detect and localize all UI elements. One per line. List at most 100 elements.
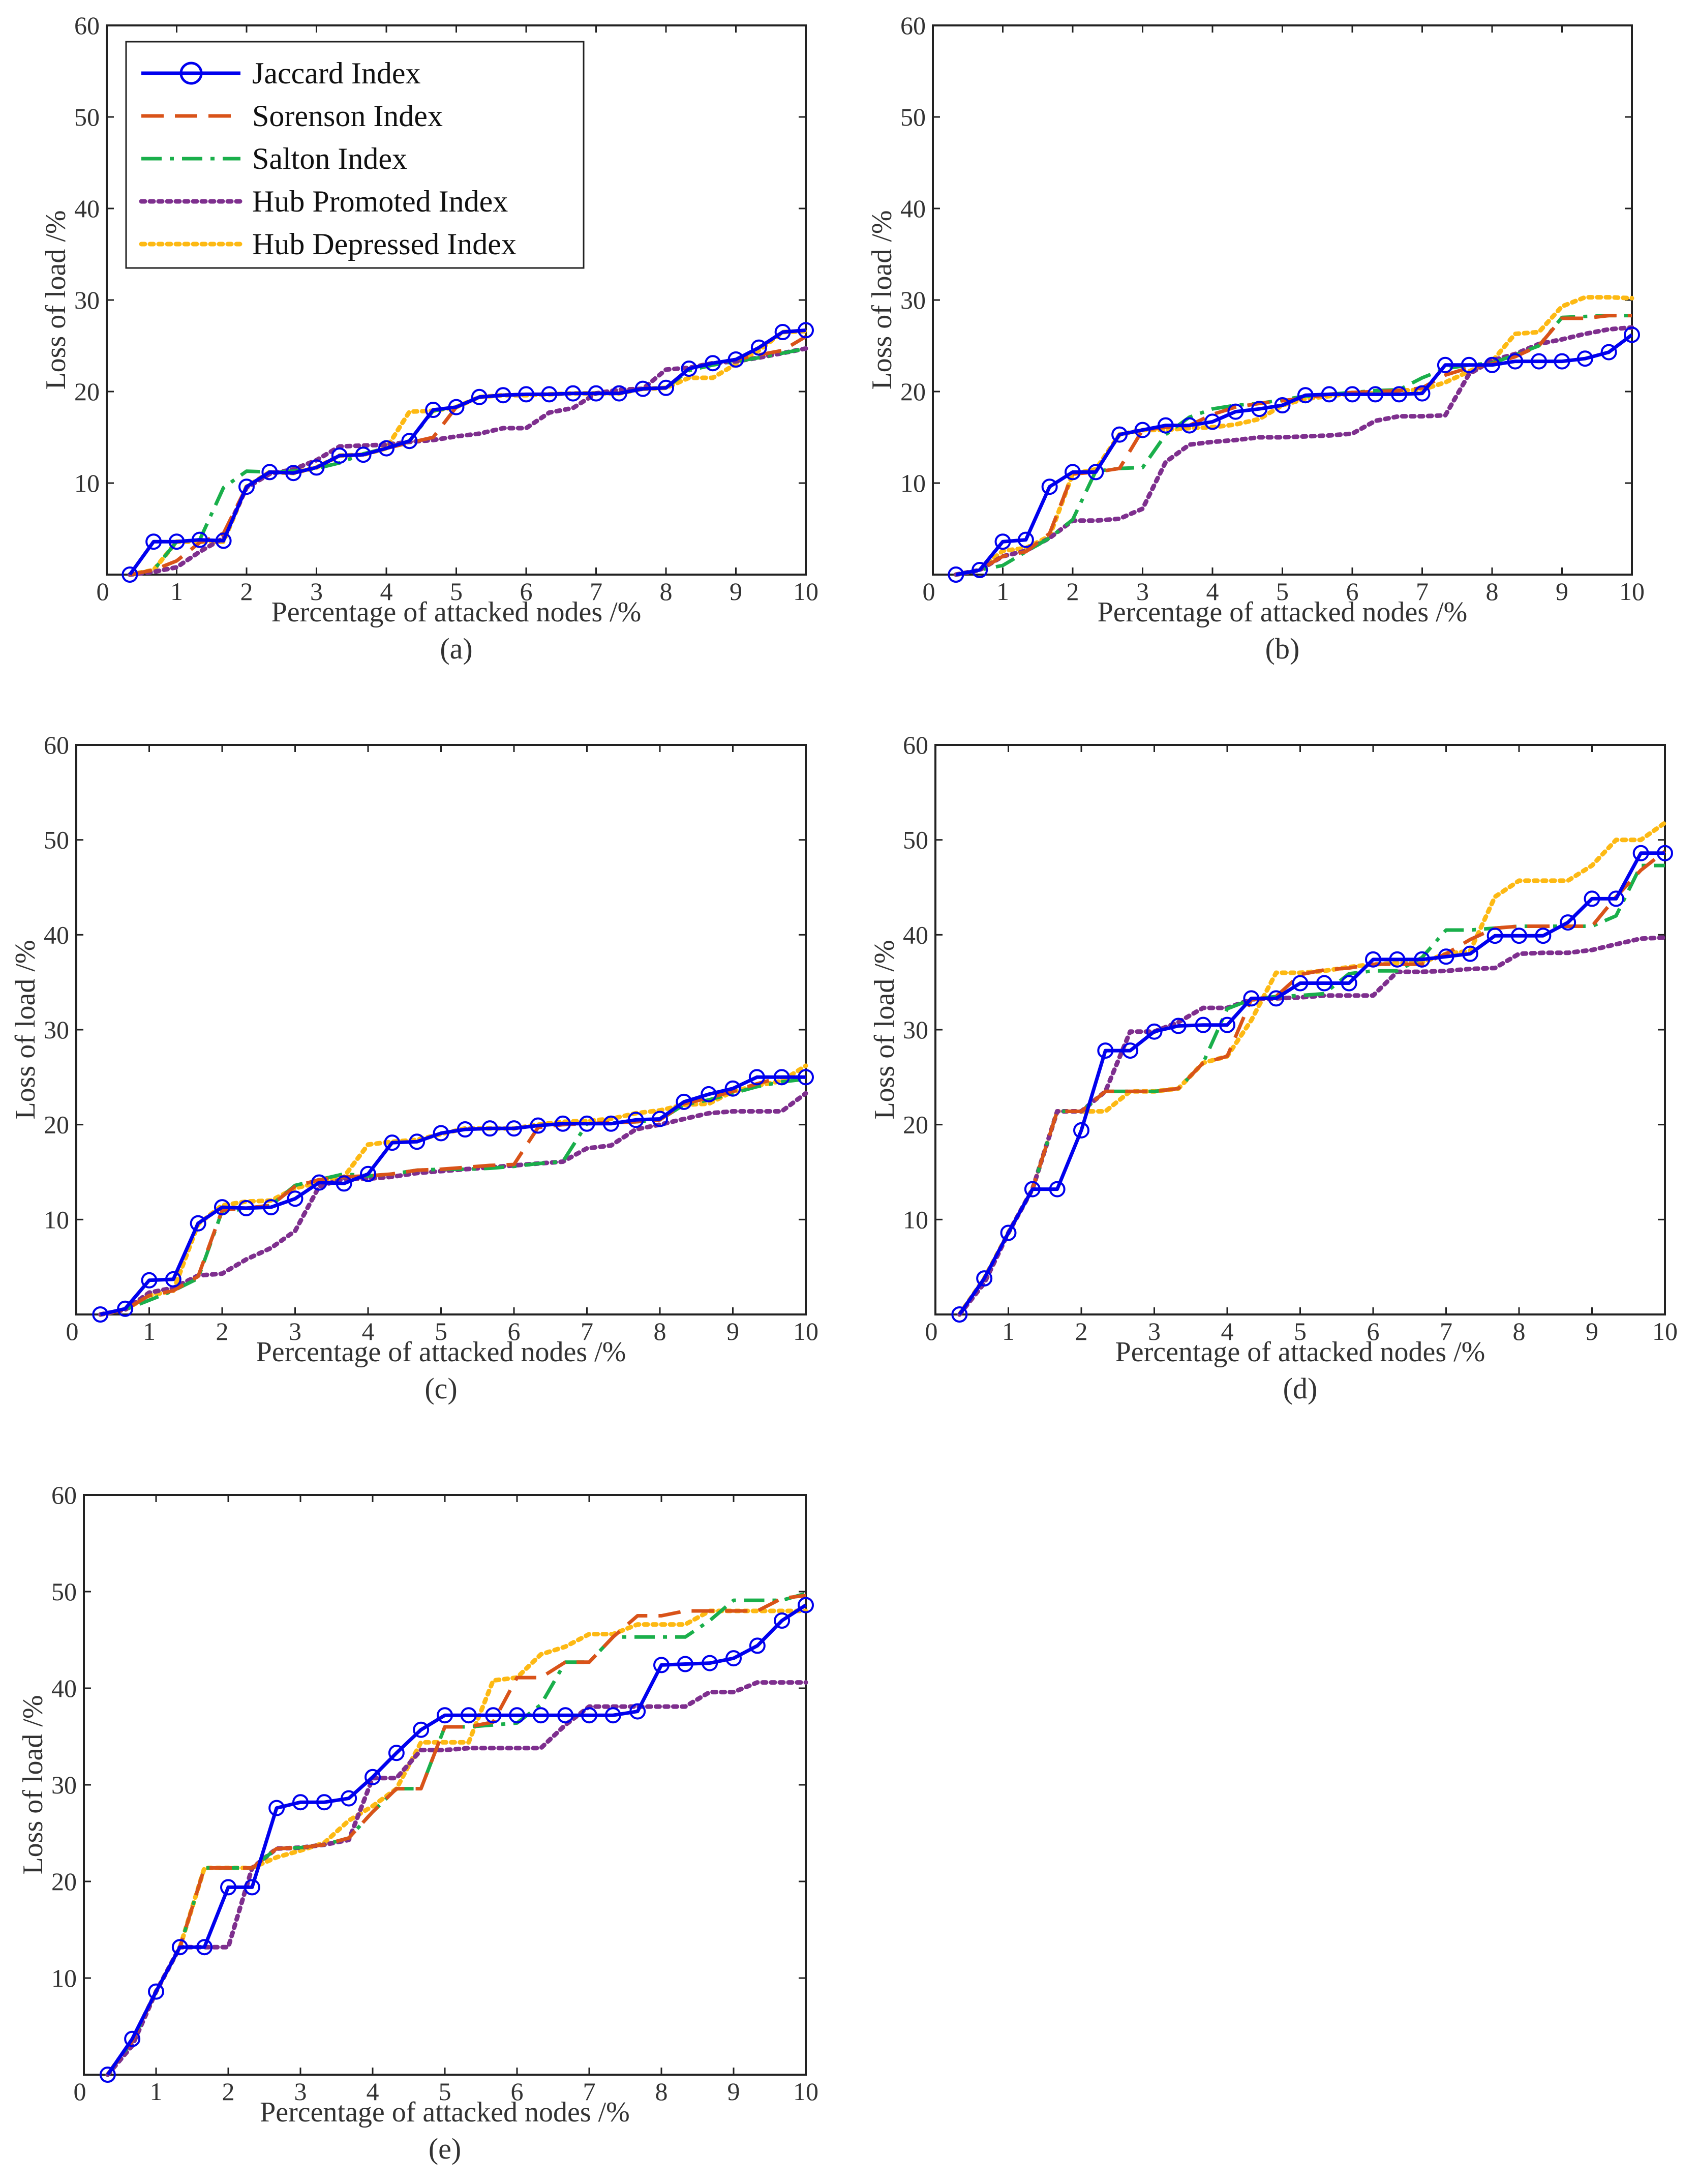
x-tick-label: 4: [362, 1317, 375, 1345]
data-point: [774, 324, 791, 340]
data-point: [308, 459, 325, 476]
y-tick-label: 60: [900, 11, 926, 40]
y-tick-label: 40: [903, 920, 928, 949]
data-point: [341, 1790, 357, 1807]
x-tick-label: 5: [1276, 577, 1289, 606]
data-point: [1087, 464, 1104, 481]
y-tick-label: 40: [74, 194, 100, 223]
data-point: [292, 1794, 309, 1811]
data-point: [530, 1117, 547, 1134]
data-point: [705, 355, 721, 372]
x-tick-label: 10: [793, 1317, 818, 1345]
data-point: [460, 1707, 477, 1724]
data-point: [727, 351, 744, 368]
data-point: [1157, 417, 1174, 434]
data-point: [629, 1703, 646, 1720]
data-point: [1389, 951, 1406, 968]
y-tick-label: 40: [900, 194, 926, 223]
y-axis-label: Loss of load /%: [17, 1695, 49, 1874]
panel-caption: (c): [424, 1372, 457, 1405]
data-point: [976, 1270, 993, 1287]
data-point: [448, 399, 465, 415]
data-point: [495, 387, 511, 404]
data-point: [773, 1069, 790, 1086]
y-tick-label: 50: [44, 826, 69, 854]
data-point: [1316, 975, 1332, 992]
data-point: [677, 1656, 693, 1672]
series-line-sorenson-index: [106, 1594, 806, 2076]
data-point: [1195, 1016, 1211, 1033]
data-point: [1531, 353, 1548, 370]
data-point: [611, 385, 627, 402]
data-point: [196, 1939, 213, 1956]
x-tick-label: 3: [1136, 577, 1149, 606]
data-point: [750, 339, 767, 356]
data-point: [951, 1306, 968, 1323]
data-point: [214, 1199, 230, 1216]
series-line-hub-depressed-index: [957, 820, 1667, 1317]
data-point: [701, 1086, 717, 1102]
data-point: [263, 1199, 280, 1216]
x-axis-label: Percentage of attacked nodes /%: [271, 596, 642, 628]
data-point: [1181, 417, 1198, 434]
y-tick-label: 20: [903, 1111, 928, 1139]
data-point: [1243, 990, 1260, 1007]
data-point: [724, 1080, 741, 1097]
x-tick-label: 3: [310, 577, 323, 606]
plot-frame: [83, 1494, 807, 2076]
series-line-sorenson-index: [955, 314, 1632, 577]
data-point: [1624, 326, 1640, 343]
data-point: [244, 1879, 260, 1896]
data-point: [171, 1939, 188, 1956]
series-line-hub-depressed-index: [105, 1608, 808, 2077]
x-tick-label: 2: [1075, 1317, 1088, 1345]
data-point: [191, 531, 208, 548]
panel-caption: (a): [440, 632, 472, 665]
data-point: [409, 1133, 426, 1150]
data-point: [1170, 1018, 1187, 1034]
series-line-hub-promoted-index: [98, 1091, 808, 1317]
data-point: [555, 1115, 571, 1132]
data-point: [1122, 1042, 1139, 1059]
panel-caption: (e): [429, 2132, 461, 2165]
data-point: [1268, 990, 1285, 1007]
data-point: [1462, 945, 1478, 962]
data-point: [1414, 951, 1431, 968]
data-point: [1341, 975, 1357, 992]
data-point: [1367, 386, 1384, 403]
x-tick-label: 8: [1486, 577, 1499, 606]
x-tick-label: 9: [727, 2077, 740, 2106]
x-tick-label: 9: [1586, 1317, 1598, 1345]
x-tick-label: 5: [1294, 1317, 1307, 1345]
y-tick-label: 60: [903, 731, 928, 759]
data-point: [634, 380, 651, 397]
legend-item: Sorenson Index: [141, 99, 443, 133]
data-point: [401, 433, 418, 450]
data-point: [676, 1093, 692, 1110]
data-point: [99, 2067, 116, 2083]
y-tick-label: 50: [74, 103, 100, 131]
data-point: [1321, 386, 1338, 403]
legend-item: Jaccard Index: [141, 56, 420, 90]
y-tick-label: 20: [44, 1111, 69, 1139]
x-tick-label: 5: [435, 1317, 447, 1345]
y-tick-label: 10: [74, 469, 100, 497]
data-point: [994, 533, 1011, 550]
data-point: [1297, 387, 1314, 404]
series-line-salton-index: [955, 314, 1632, 577]
x-tick-label: 6: [1367, 1317, 1380, 1345]
y-tick-label: 20: [900, 377, 926, 406]
data-point: [220, 1879, 236, 1896]
data-point: [1049, 1181, 1066, 1198]
legend-label: Salton Index: [252, 142, 407, 175]
data-point: [238, 1200, 255, 1216]
data-point: [360, 1165, 376, 1182]
y-tick-label: 30: [51, 1771, 77, 1799]
x-tick-label: 7: [1440, 1317, 1452, 1345]
y-axis-label: Loss of load /%: [10, 940, 41, 1119]
chart-panel: 0 1 2 3 4 5 6 7 8 9 10 10 20 30 40 50 60 Percentage of at…: [866, 11, 1645, 665]
data-point: [1600, 344, 1617, 361]
x-tick-label: 9: [730, 577, 742, 606]
data-point: [1292, 975, 1309, 992]
series-line-hub-promoted-index: [953, 325, 1634, 577]
